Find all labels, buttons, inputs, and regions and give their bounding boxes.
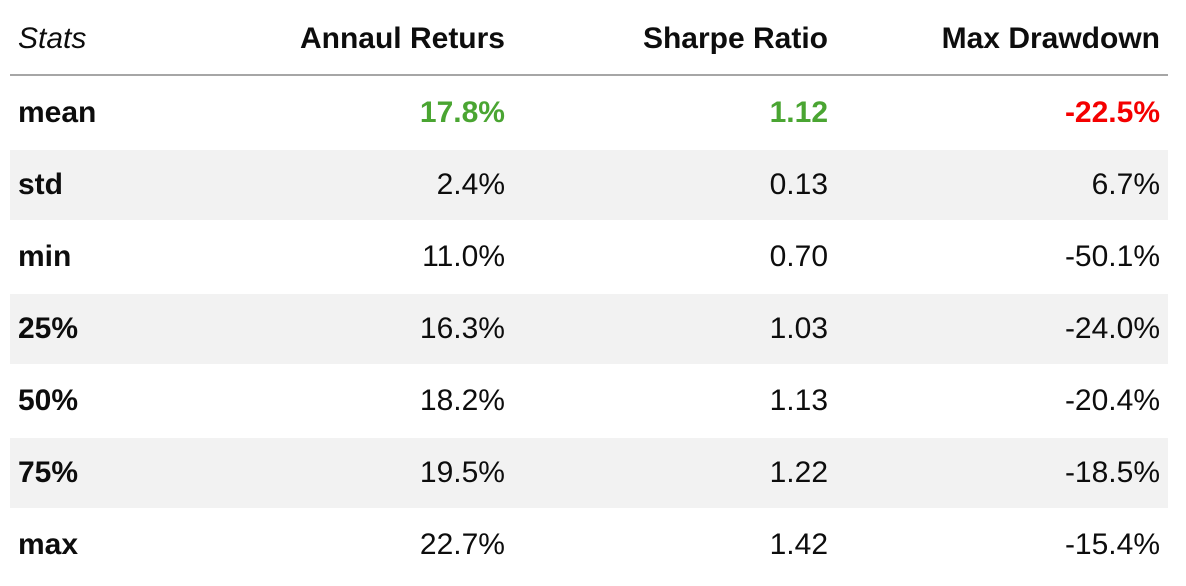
column-header-annual-returns: Annaul Returs bbox=[190, 4, 513, 76]
column-header-max-drawdown: Max Drawdown bbox=[836, 4, 1168, 76]
stat-value: 1.12 bbox=[769, 96, 828, 129]
stat-label: 25% bbox=[18, 312, 79, 345]
stat-value: 0.70 bbox=[769, 240, 828, 273]
table-row: 75% 19.5% 1.22 -18.5% bbox=[10, 438, 1168, 508]
stat-value: -20.4% bbox=[1064, 384, 1160, 417]
table-row: min 11.0% 0.70 -50.1% bbox=[10, 222, 1168, 292]
stat-label: max bbox=[18, 528, 79, 561]
stat-value: 17.8% bbox=[419, 96, 505, 129]
table-row: 25% 16.3% 1.03 -24.0% bbox=[10, 294, 1168, 364]
stat-value: 11.0% bbox=[422, 240, 505, 273]
stat-value: 2.4% bbox=[436, 168, 505, 201]
stat-label: 50% bbox=[18, 384, 79, 417]
table-row: std 2.4% 0.13 6.7% bbox=[10, 150, 1168, 220]
stats-table: Stats Annaul Returs Sharpe Ratio Max Dra… bbox=[10, 2, 1168, 582]
stat-value: 6.7% bbox=[1091, 168, 1160, 201]
stat-value: 1.03 bbox=[769, 312, 828, 345]
column-header-stats: Stats bbox=[10, 4, 190, 76]
stat-value: -22.5% bbox=[1064, 96, 1160, 129]
table-row: max 22.7% 1.42 -15.4% bbox=[10, 510, 1168, 580]
stat-label: 75% bbox=[18, 456, 79, 489]
stat-value: -50.1% bbox=[1064, 240, 1160, 273]
stat-value: 1.42 bbox=[769, 528, 828, 561]
stat-value: -15.4% bbox=[1064, 528, 1160, 561]
table-row: mean 17.8% 1.12 -22.5% bbox=[10, 78, 1168, 148]
stat-value: 1.22 bbox=[769, 456, 828, 489]
stat-value: -24.0% bbox=[1064, 312, 1160, 345]
stat-label: mean bbox=[18, 96, 97, 129]
stat-value: 1.13 bbox=[769, 384, 828, 417]
table-body: mean 17.8% 1.12 -22.5% std 2.4% 0.13 6.7% min 11.… bbox=[10, 78, 1168, 580]
stat-value: 16.3% bbox=[419, 312, 505, 345]
stat-value: 22.7% bbox=[419, 528, 505, 561]
stat-value: 0.13 bbox=[769, 168, 828, 201]
stat-value: -18.5% bbox=[1064, 456, 1160, 489]
stat-label: std bbox=[18, 168, 63, 201]
stat-label: min bbox=[18, 240, 72, 273]
stat-value: 18.2% bbox=[419, 384, 505, 417]
column-header-sharpe-ratio: Sharpe Ratio bbox=[513, 4, 836, 76]
stat-value: 19.5% bbox=[419, 456, 505, 489]
table-row: 50% 18.2% 1.13 -20.4% bbox=[10, 366, 1168, 436]
header-row: Stats Annaul Returs Sharpe Ratio Max Dra… bbox=[10, 4, 1168, 76]
